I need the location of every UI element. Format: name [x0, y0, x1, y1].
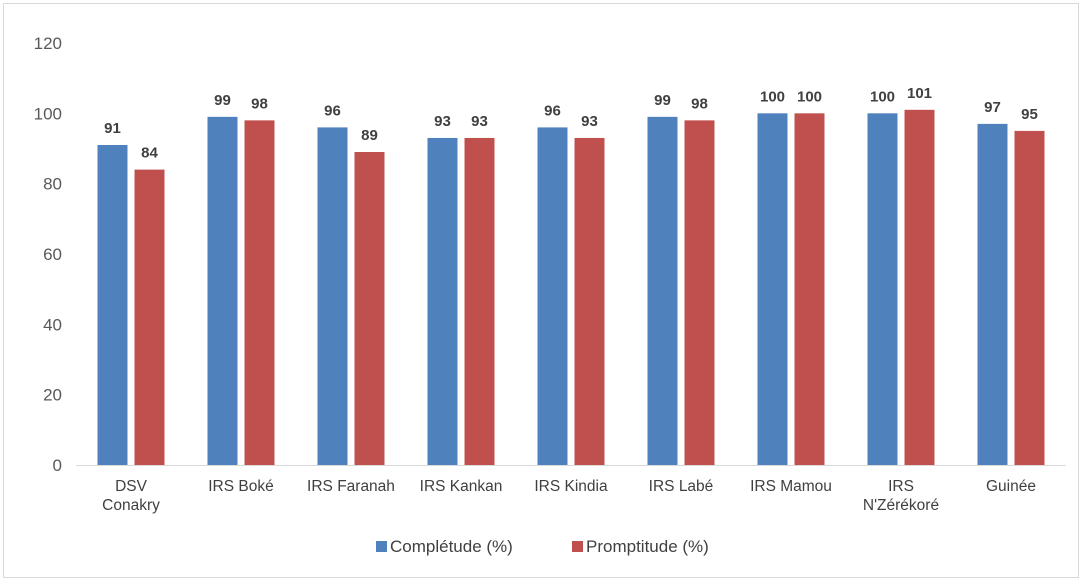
data-label: 97: [984, 99, 1001, 116]
y-tick-label: 0: [53, 456, 62, 475]
bar-series-1-2: [354, 152, 385, 465]
data-label: 99: [214, 92, 231, 109]
legend-swatch: [376, 541, 387, 552]
data-labels: 91 84 99 98 96 89 93 93 96 93 99 98 100 100 100 101 97 95: [104, 85, 1038, 162]
bar-series-0-1: [207, 116, 238, 465]
x-category-label: DSV: [115, 478, 148, 495]
data-label: 101: [907, 85, 932, 102]
x-category-label: IRS: [888, 478, 914, 495]
x-axis: DSV Conakry IRS Boké IRS Faranah IRS Kankan I…: [76, 465, 1066, 514]
legend-swatch: [572, 541, 583, 552]
y-axis: 0 20 40 60 80 100 120: [34, 34, 62, 475]
bar-series-0-5: [647, 116, 678, 465]
y-tick-label: 100: [34, 104, 62, 123]
x-category-label: IRS Kankan: [420, 478, 503, 495]
data-label: 100: [797, 88, 822, 105]
x-category-label: Conakry: [102, 497, 160, 514]
y-tick-label: 80: [43, 175, 62, 194]
bar-series-0-6: [757, 113, 788, 465]
bar-series-0-7: [867, 113, 898, 465]
bar-series-0-2: [317, 127, 348, 466]
data-label: 84: [141, 145, 158, 162]
legend-label: Complétude (%): [390, 537, 513, 556]
data-label: 98: [691, 95, 708, 112]
data-label: 96: [324, 102, 341, 119]
x-category-label: IRS Boké: [208, 478, 273, 495]
x-category-label: IRS Mamou: [750, 478, 832, 495]
y-tick-label: 40: [43, 315, 62, 334]
x-category-label: Guinée: [986, 478, 1036, 495]
bar-series-0-0: [97, 144, 128, 465]
bar-series-0-8: [977, 123, 1008, 465]
bar-series-1-6: [794, 113, 825, 465]
data-label: 93: [434, 113, 451, 130]
data-label: 95: [1021, 106, 1038, 123]
data-label: 96: [544, 102, 561, 119]
y-tick-label: 20: [43, 386, 62, 405]
legend: Complétude (%) Promptitude (%): [376, 537, 709, 556]
x-category-label: IRS Faranah: [307, 478, 395, 495]
bar-series-1-3: [464, 137, 495, 465]
data-label: 98: [251, 95, 268, 112]
bar-series-1-4: [574, 137, 605, 465]
bars: [97, 109, 1045, 466]
data-label: 91: [104, 120, 121, 137]
data-label: 93: [471, 113, 488, 130]
y-tick-label: 120: [34, 34, 62, 53]
bar-series-1-7: [904, 109, 935, 466]
data-label: 99: [654, 92, 671, 109]
data-label: 93: [581, 113, 598, 130]
data-label: 100: [760, 88, 785, 105]
bar-series-1-1: [244, 120, 275, 465]
bar-series-1-0: [134, 169, 165, 465]
legend-label: Promptitude (%): [586, 537, 709, 556]
data-label: 89: [361, 127, 378, 144]
x-category-label: IRS Labé: [649, 478, 714, 495]
x-category-label: IRS Kindia: [534, 478, 608, 495]
bar-series-1-5: [684, 120, 715, 465]
data-label: 100: [870, 88, 895, 105]
y-tick-label: 60: [43, 245, 62, 264]
bar-series-0-4: [537, 127, 568, 466]
x-category-label: N'Zérékoré: [863, 497, 939, 514]
bar-series-0-3: [427, 137, 458, 465]
bar-series-1-8: [1014, 130, 1045, 465]
